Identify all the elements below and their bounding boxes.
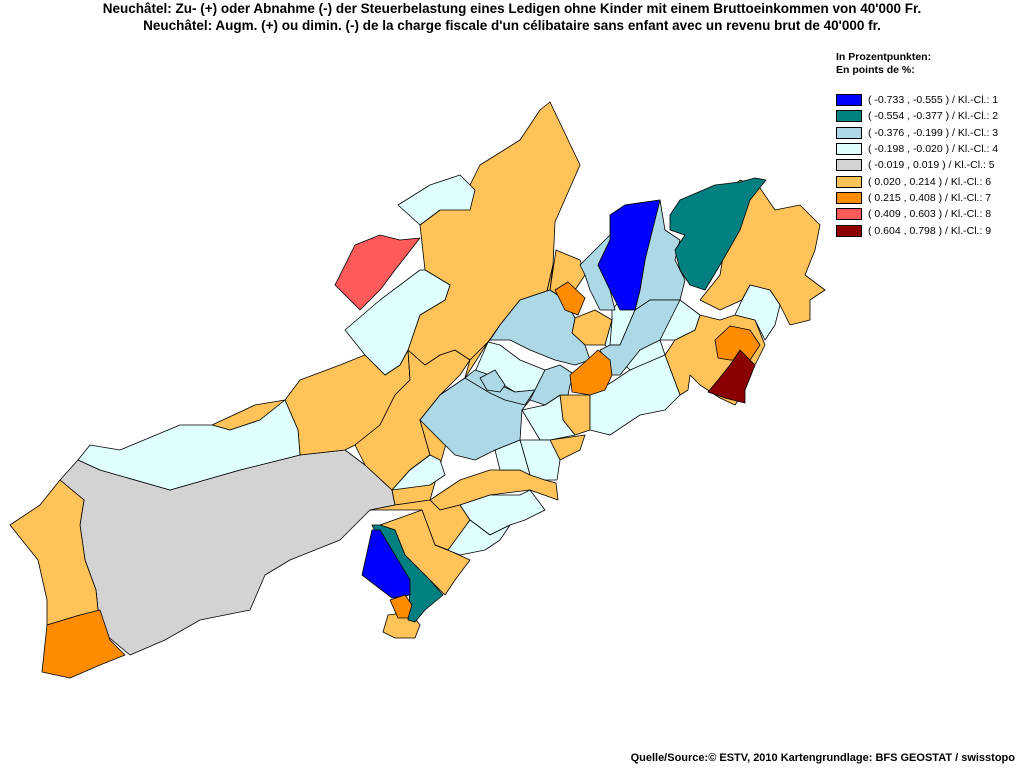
- municipality-region[interactable]: [479, 369, 506, 393]
- legend-item: ( 0.604 , 0.798 ) / Kl.-Cl.: 9: [836, 222, 998, 238]
- legend-item: ( -0.198 , -0.020 ) / Kl.-Cl.: 4: [836, 141, 998, 157]
- municipality-region[interactable]: [589, 354, 681, 436]
- municipality-region[interactable]: [41, 609, 126, 679]
- legend-swatch: [836, 159, 862, 172]
- municipality-region[interactable]: [389, 594, 413, 619]
- title-french: Neuchâtel: Augm. (+) ou dimin. (-) de la…: [143, 18, 881, 33]
- legend-item: ( -0.733 , -0.555 ) / Kl.-Cl.: 1: [836, 92, 998, 108]
- legend-swatch: [836, 224, 862, 237]
- municipality-region[interactable]: [597, 199, 661, 311]
- legend-swatch: [836, 143, 862, 156]
- municipality-region[interactable]: [714, 325, 761, 361]
- legend-label: ( -0.554 , -0.377 ) / Kl.-Cl.: 2: [868, 110, 999, 123]
- legend-swatch: [836, 175, 862, 188]
- legend-item: ( -0.554 , -0.377 ) / Kl.-Cl.: 2: [836, 108, 998, 124]
- municipality-region[interactable]: [334, 234, 421, 311]
- legend-item: ( 0.215 , 0.408 ) / Kl.-Cl.: 7: [836, 190, 998, 206]
- municipality-region[interactable]: [9, 479, 101, 631]
- legend-label: ( 0.215 , 0.408 ) / Kl.-Cl.: 7: [868, 191, 992, 204]
- municipality-region[interactable]: [391, 454, 446, 491]
- legend-item: ( -0.019 , 0.019 ) / Kl.-Cl.: 5: [836, 157, 998, 173]
- legend-item: ( 0.020 , 0.214 ) / Kl.-Cl.: 6: [836, 173, 998, 189]
- legend-label: ( 0.604 , 0.798 ) / Kl.-Cl.: 9: [868, 224, 992, 237]
- title-german: Neuchâtel: Zu- (+) oder Abnahme (-) der …: [102, 1, 922, 16]
- legend-label: ( 0.409 , 0.603 ) / Kl.-Cl.: 8: [868, 208, 992, 221]
- legend-label: ( -0.198 , -0.020 ) / Kl.-Cl.: 4: [868, 143, 999, 156]
- legend-item: ( 0.409 , 0.603 ) / Kl.-Cl.: 8: [836, 206, 998, 222]
- legend-swatch: [836, 126, 862, 139]
- legend-label: ( -0.733 , -0.555 ) / Kl.-Cl.: 1: [868, 94, 999, 107]
- municipality-region[interactable]: [707, 349, 756, 404]
- municipality-region[interactable]: [734, 284, 781, 341]
- legend-heading-french: En points de %:: [836, 64, 915, 76]
- legend-items: ( -0.733 , -0.555 ) / Kl.-Cl.: 1 ( -0.554…: [836, 92, 998, 239]
- map-title: Neuchâtel: Zu- (+) oder Abnahme (-) der …: [0, 0, 1024, 34]
- municipality-region[interactable]: [529, 364, 576, 406]
- legend-swatch: [836, 191, 862, 204]
- legend-label: ( -0.019 , 0.019 ) / Kl.-Cl.: 5: [868, 159, 995, 172]
- municipality-region[interactable]: [669, 177, 767, 291]
- municipality-region[interactable]: [77, 399, 301, 491]
- municipality-region[interactable]: [434, 519, 511, 556]
- municipality-region[interactable]: [344, 269, 451, 376]
- legend-label: ( 0.020 , 0.214 ) / Kl.-Cl.: 6: [868, 175, 992, 188]
- municipality-region[interactable]: [554, 281, 586, 316]
- source-credit: Quelle/Source:© ESTV, 2010 Kartengrundla…: [630, 752, 1015, 764]
- legend-swatch: [836, 208, 862, 221]
- legend-swatch: [836, 94, 862, 107]
- municipality-region[interactable]: [569, 349, 613, 396]
- map-legend: In Prozentpunkten: En points de %: ( -0.…: [836, 51, 998, 239]
- municipality-region[interactable]: [397, 174, 476, 226]
- legend-item: ( -0.376 , -0.199 ) / Kl.-Cl.: 3: [836, 125, 998, 141]
- municipality-region[interactable]: [361, 529, 411, 599]
- legend-label: ( -0.376 , -0.199 ) / Kl.-Cl.: 3: [868, 126, 999, 139]
- municipality-region[interactable]: [59, 449, 396, 656]
- legend-heading-german: In Prozentpunkten:: [836, 51, 932, 63]
- legend-swatch: [836, 110, 862, 123]
